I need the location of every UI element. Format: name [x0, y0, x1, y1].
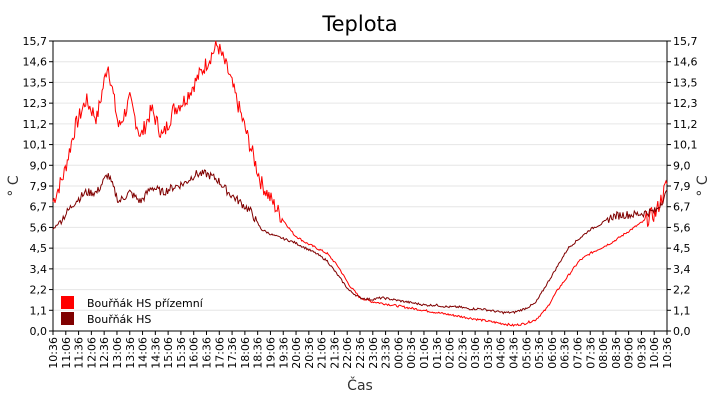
x-tick-label: 22:06 — [341, 337, 354, 369]
y-tick-label: 4,5 — [673, 242, 691, 255]
x-tick-label: 19:36 — [277, 337, 290, 369]
y-tick-label: 2,2 — [673, 284, 691, 297]
x-tick-label: 20:36 — [303, 337, 316, 369]
x-tick-label: 18:06 — [239, 337, 252, 369]
x-tick-label: 20:06 — [290, 337, 303, 369]
series-lines — [52, 40, 668, 327]
y-tick-label: 9,0 — [30, 159, 48, 172]
x-tick-label: 13:06 — [111, 337, 124, 369]
x-tick-label: 14:06 — [137, 337, 150, 369]
y-tick-label: 3,4 — [30, 263, 48, 276]
x-tick-label: 05:06 — [520, 337, 533, 369]
x-tick-label: 07:06 — [571, 337, 584, 369]
y-tick-label: 6,7 — [30, 201, 48, 214]
y-tick-label: 10,1 — [23, 139, 48, 152]
x-tick-label: 06:36 — [559, 337, 572, 369]
x-tick-label: 10:06 — [648, 337, 661, 369]
y-tick-label: 14,6 — [23, 56, 48, 69]
y-tick-label: 11,2 — [673, 118, 698, 131]
x-tick-label: 19:06 — [264, 337, 277, 369]
grid — [53, 61, 667, 311]
y-tick-label: 12,3 — [23, 97, 48, 110]
y-tick-label: 12,3 — [673, 97, 698, 110]
x-tick-label: 15:36 — [175, 337, 188, 369]
x-tick-label: 09:36 — [635, 337, 648, 369]
x-tick-label: 11:06 — [60, 337, 73, 369]
y-tick-label: 6,7 — [673, 201, 691, 214]
x-tick-label: 04:36 — [508, 337, 521, 369]
x-tick-label: 05:36 — [533, 337, 546, 369]
x-tick-label: 21:06 — [316, 337, 329, 369]
x-tick-label: 03:06 — [469, 337, 482, 369]
x-tick-label: 09:06 — [623, 337, 636, 369]
x-tick-label: 01:36 — [431, 337, 444, 369]
y-axis-label-right: ° C — [695, 175, 711, 196]
y-tick-label: 14,6 — [673, 56, 698, 69]
x-tick-label: 06:06 — [546, 337, 559, 369]
x-tick-label: 15:06 — [162, 337, 175, 369]
x-tick-label: 08:06 — [597, 337, 610, 369]
x-tick-label: 04:06 — [495, 337, 508, 369]
legend-label: Bouřňák HS — [87, 313, 151, 326]
y-tick-label: 0,0 — [673, 325, 691, 338]
x-tick-label: 10:36 — [47, 337, 60, 369]
y-tick-label: 1,1 — [30, 304, 48, 317]
x-tick-label: 12:06 — [85, 337, 98, 369]
y-tick-label: 13,5 — [673, 76, 698, 89]
x-tick-label: 17:36 — [226, 337, 239, 369]
y-tick-label: 3,4 — [673, 263, 691, 276]
x-tick-label: 17:06 — [213, 337, 226, 369]
y-tick-label: 5,6 — [30, 221, 48, 234]
y-tick-label: 0,0 — [30, 325, 48, 338]
y-axis: 0,0 0,0 1,1 1,1 2,2 2,2 3,4 3,4 4,5 4,5 5,6 5,6 6,7 6… — [23, 35, 698, 338]
y-tick-label: 15,7 — [673, 35, 698, 48]
x-tick-label: 13:36 — [124, 337, 137, 369]
legend-swatch — [61, 296, 74, 309]
y-tick-label: 15,7 — [23, 35, 48, 48]
x-tick-label: 08:36 — [610, 337, 623, 369]
x-tick-label: 16:36 — [201, 337, 214, 369]
x-tick-label: 21:36 — [328, 337, 341, 369]
y-tick-label: 10,1 — [673, 139, 698, 152]
x-tick-label: 03:36 — [482, 337, 495, 369]
x-tick-label: 23:06 — [367, 337, 380, 369]
y-axis-label-left: ° C — [6, 175, 22, 196]
x-tick-label: 23:36 — [380, 337, 393, 369]
x-tick-label: 12:36 — [98, 337, 111, 369]
x-tick-label: 10:36 — [661, 337, 674, 369]
y-tick-label: 9,0 — [673, 159, 691, 172]
legend-label: Bouřňák HS přízemní — [87, 297, 204, 310]
chart-title: Teplota — [321, 12, 397, 36]
x-tick-label: 00:06 — [392, 337, 405, 369]
x-tick-label: 02:06 — [444, 337, 457, 369]
x-tick-label: 22:36 — [354, 337, 367, 369]
y-tick-label: 4,5 — [30, 242, 48, 255]
y-tick-label: 11,2 — [23, 118, 48, 131]
y-tick-label: 13,5 — [23, 76, 48, 89]
y-tick-label: 1,1 — [673, 304, 691, 317]
x-tick-label: 14:36 — [149, 337, 162, 369]
x-tick-label: 16:06 — [188, 337, 201, 369]
x-axis: 10:36 11:06 11:36 12:06 12:36 13:06 13:36 14:06… — [47, 331, 674, 369]
series-line — [52, 169, 668, 315]
x-tick-label: 07:36 — [584, 337, 597, 369]
x-axis-label: Čas — [347, 376, 373, 394]
y-tick-label: 2,2 — [30, 284, 48, 297]
x-tick-label: 02:36 — [456, 337, 469, 369]
x-tick-label: 01:06 — [418, 337, 431, 369]
series-line — [52, 40, 668, 327]
legend: Bouřňák HS přízemní Bouřňák HS — [61, 296, 204, 326]
y-tick-label: 5,6 — [673, 221, 691, 234]
x-tick-label: 18:36 — [252, 337, 265, 369]
x-tick-label: 11:36 — [73, 337, 86, 369]
y-tick-label: 7,9 — [30, 180, 48, 193]
legend-swatch — [61, 312, 74, 325]
y-tick-label: 7,9 — [673, 180, 691, 193]
x-tick-label: 00:36 — [405, 337, 418, 369]
